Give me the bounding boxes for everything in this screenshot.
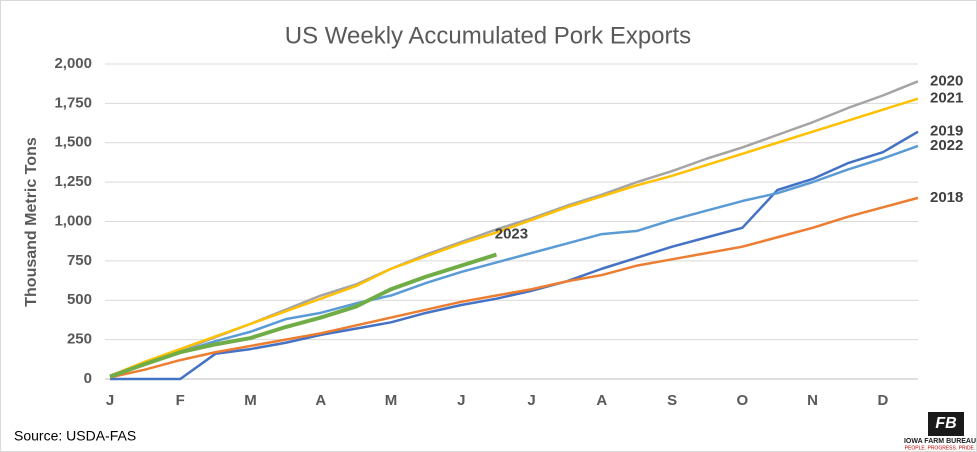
series-label: 2018 (930, 189, 963, 206)
series-line (109, 196, 919, 379)
x-tick-label: J (457, 392, 465, 409)
series-label: 2021 (930, 90, 963, 107)
logo-tagline: PEOPLE. PROGRESS. PRIDE. (905, 445, 976, 451)
chart-title: US Weekly Accumulated Pork Exports (285, 22, 691, 49)
x-tick-label: F (176, 392, 185, 409)
x-tick-label: A (596, 392, 607, 409)
series-line (109, 144, 919, 378)
y-tick-label: 1,000 (54, 212, 92, 229)
series-line (109, 97, 919, 378)
y-tick-label: 1,250 (54, 173, 92, 190)
y-tick-label: 750 (67, 252, 92, 269)
series-label: 2023 (495, 226, 528, 243)
x-tick-label: M (385, 392, 398, 409)
source: Source: USDA-FAS (14, 428, 136, 444)
x-tick-label: O (737, 392, 749, 409)
y-tick-label: 1,750 (54, 94, 92, 111)
x-tick-label: J (106, 392, 114, 409)
y-tick-label: 2,000 (54, 55, 92, 72)
x-tick-label: A (315, 392, 326, 409)
x-tick-label: D (877, 392, 888, 409)
logo: FB IOWA FARM BUREAU PEOPLE. PROGRESS. PR… (904, 412, 976, 451)
series-line (109, 252, 498, 379)
x-tick-label: M (244, 392, 257, 409)
y-axis-label: Thousand Metric Tons (23, 137, 40, 307)
series-label: 2022 (930, 137, 963, 154)
x-tick-label: J (527, 392, 535, 409)
y-tick-label: 1,500 (54, 134, 92, 151)
series-label: 2020 (930, 72, 963, 89)
logo-name: IOWA FARM BUREAU (904, 438, 976, 445)
x-tick-label: N (807, 392, 818, 409)
series-line (110, 130, 919, 381)
y-tick-label: 250 (67, 331, 92, 348)
x-tick-label: S (667, 392, 677, 409)
y-tick-label: 500 (67, 291, 92, 308)
logo-mark: FB (935, 415, 956, 432)
series-label: 2019 (930, 123, 963, 140)
y-tick-label: 0 (84, 370, 92, 387)
logo-icon (928, 412, 964, 436)
